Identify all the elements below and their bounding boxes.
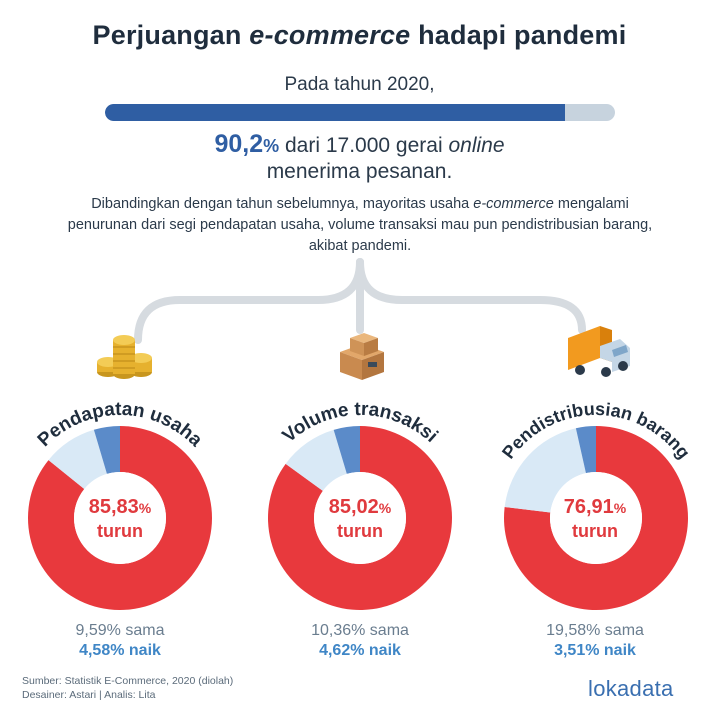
lokadata-logo: lokadata (588, 676, 674, 701)
description: Dibandingkan dengan tahun sebelumnya, ma… (60, 194, 660, 257)
sama-text-3: 19,58% sama (546, 622, 644, 639)
donut-slice-naik (93, 426, 120, 474)
desc-part1: Dibandingkan dengan tahun sebelumnya, ma… (91, 196, 470, 212)
title-part2: hadapi pandemi (418, 20, 627, 50)
naik-text-1: 4,58% naik (79, 642, 161, 659)
stat-text: dari 17.000 gerai (285, 134, 443, 157)
progress-fill (105, 104, 566, 121)
progress-bar (105, 104, 615, 121)
desc-part2: mengalami penurunan dari segi pendapatan… (67, 196, 653, 254)
coins-icon (97, 335, 152, 379)
donut-slice-naik (575, 426, 596, 474)
naik-text-3: 3,51% naik (554, 642, 636, 659)
stat-line2: menerima pesanan. (266, 160, 453, 183)
center-label-2: turun (337, 521, 383, 541)
connector-left (134, 258, 364, 344)
center-value-3: 76,91% (563, 496, 627, 518)
donut-hole (74, 472, 166, 564)
title-italic: e-commerce (249, 20, 411, 50)
stats-3: 19,58% sama 3,51% naik (505, 621, 685, 661)
connector-right (356, 258, 586, 334)
donut-hole (314, 472, 406, 564)
naik-text-2: 4,62% naik (319, 642, 401, 659)
donut-slice-sama (504, 428, 586, 513)
source-text: Sumber: Statistik E-Commerce, 2020 (diol… (22, 675, 234, 687)
donut-slice-turun (268, 426, 453, 610)
donut-slice-sama (285, 429, 347, 491)
credits-text: Desainer: Astari | Analis: Lita (22, 689, 156, 701)
title-part1: Perjuangan (92, 20, 242, 50)
donut-center-3: 76,91% turun (535, 495, 655, 542)
donut-slice-sama (48, 429, 107, 490)
sama-text-2: 10,36% sama (311, 622, 409, 639)
source-credits: Sumber: Statistik E-Commerce, 2020 (diol… (22, 674, 233, 702)
stat-block: 90,2% dari 17.000 gerai online menerima … (0, 131, 719, 185)
donut-slice-turun (504, 426, 688, 611)
stat-value: 90,2 (214, 130, 264, 158)
stats-1: 9,59% sama 4,58% naik (30, 621, 210, 661)
donut-center-2: 85,02% turun (300, 495, 420, 542)
center-value-2: 85,02% (328, 496, 392, 518)
donut-hole (550, 472, 642, 564)
desc-italic: e-commerce (473, 196, 554, 212)
center-label-3: turun (572, 521, 618, 541)
connector-lines (134, 258, 586, 344)
donut-slice-turun (27, 426, 212, 611)
year-text: Pada tahun 2020, (284, 74, 435, 95)
stat-italic: online (448, 134, 505, 157)
truck-icon (568, 326, 630, 377)
stat-unit: % (263, 136, 280, 156)
center-value-1: 85,83% (88, 496, 152, 518)
donut-slice-naik (333, 426, 360, 474)
donut-center-1: 85,83% turun (60, 495, 180, 542)
page-title: Perjuangan e-commerce hadapi pandemi (0, 20, 719, 51)
boxes-icon (340, 333, 384, 380)
sama-text-1: 9,59% sama (75, 622, 165, 639)
center-label-1: turun (97, 521, 143, 541)
stats-2: 10,36% sama 4,62% naik (270, 621, 450, 661)
